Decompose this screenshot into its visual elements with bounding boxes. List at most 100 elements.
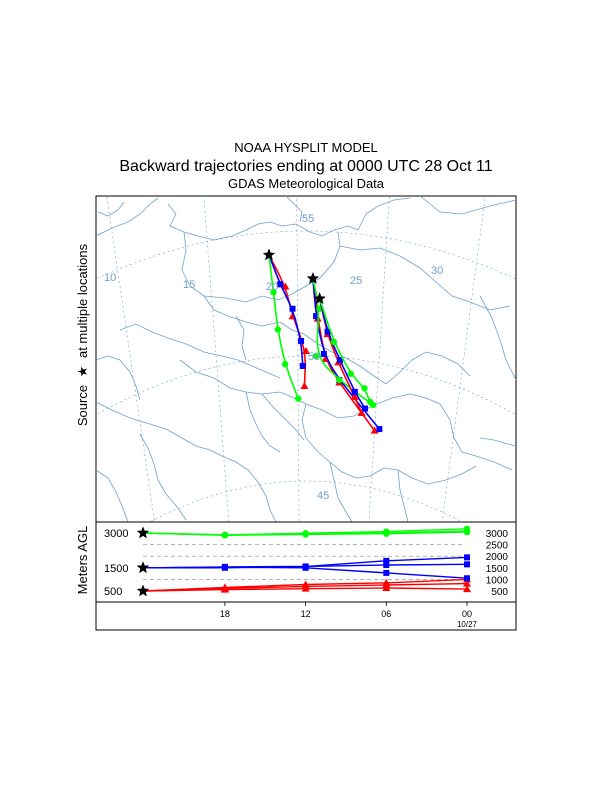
trajectory-source-1	[262, 248, 310, 402]
traj-marker-square	[362, 405, 369, 412]
traj-marker-circle	[270, 289, 277, 296]
height-right-label: 2500	[486, 541, 509, 552]
traj-marker-triangle	[382, 580, 391, 588]
meridian-line	[500, 230, 581, 630]
lon-grid-label: 25	[350, 275, 362, 287]
time-tick-label: 06	[381, 609, 391, 619]
traj-marker-square	[324, 328, 331, 335]
traj-marker-circle	[294, 395, 302, 402]
traj-marker-circle	[336, 376, 343, 384]
traj-marker-square	[313, 313, 320, 320]
traj-marker-square	[383, 562, 390, 569]
traj-marker-circle	[302, 531, 309, 538]
source-star-icon	[136, 526, 150, 539]
height-right-label: 2000	[486, 552, 509, 563]
coastline	[285, 196, 303, 223]
parallel-line	[96, 230, 516, 280]
coastline	[96, 355, 141, 401]
traj-marker-circle	[463, 528, 471, 536]
traj-marker-circle	[330, 338, 338, 346]
traj-marker-square	[351, 388, 358, 395]
map-grid	[96, 196, 581, 630]
lon-grid-label: 30	[431, 265, 443, 277]
traj-marker-square	[289, 305, 296, 312]
coastline	[221, 455, 277, 522]
source-star-icon	[136, 584, 150, 597]
trajectory-source-3	[313, 292, 374, 417]
time-tick-label: 18	[220, 609, 230, 619]
map-coastlines	[96, 196, 516, 522]
traj-marker-circle	[383, 530, 390, 537]
meridian-line	[203, 196, 230, 522]
parallel-line	[96, 355, 516, 416]
map-frame	[95, 195, 517, 523]
trajectory-source-2	[306, 271, 383, 434]
traj-marker-square	[383, 569, 390, 576]
traj-marker-square	[277, 281, 284, 288]
coastline	[357, 197, 411, 231]
coastline	[96, 197, 159, 237]
coastline	[167, 203, 359, 241]
traj-marker-circle	[312, 352, 319, 360]
traj-marker-triangle	[220, 584, 229, 592]
coastline	[96, 469, 129, 522]
coastline	[96, 401, 223, 457]
source-label: Source ★ at multiple locations	[75, 243, 90, 426]
coastline	[329, 461, 353, 522]
time-date-label: 10/27	[457, 620, 478, 629]
coastline	[203, 295, 293, 331]
traj-marker-triangle	[463, 585, 471, 593]
coastline	[385, 351, 471, 385]
model-title: NOAA HYSPLIT MODEL	[234, 140, 378, 155]
coastline	[479, 295, 516, 381]
height-right-label: 1000	[486, 575, 509, 586]
coastline	[301, 403, 371, 479]
map-panel	[95, 195, 581, 630]
source-star-icon	[136, 561, 150, 574]
traj-marker-circle	[366, 398, 374, 406]
lat-grid-label: 55	[302, 213, 314, 225]
traj-marker-square	[464, 554, 470, 561]
main-title: Backward trajectories ending at 0000 UTC…	[119, 158, 492, 175]
coastline	[439, 403, 513, 471]
traj-marker-square	[376, 426, 383, 433]
traj-marker-square	[464, 561, 470, 568]
trajectory-paths	[262, 248, 383, 434]
source-label-suffix: at multiple locations	[75, 243, 90, 358]
coastline	[261, 393, 305, 441]
lon-grid-label: 15	[183, 279, 195, 291]
meridian-line	[106, 196, 155, 522]
lon-grid-label: 20	[266, 281, 278, 293]
traj-marker-triangle	[463, 579, 471, 587]
traj-line-3000m	[268, 254, 299, 399]
height-left-label: 500	[104, 586, 122, 598]
traj-marker-triangle	[300, 382, 309, 390]
lon-grid-label: 10	[104, 272, 116, 284]
traj-marker-square	[320, 350, 327, 357]
source-star-icon	[313, 292, 326, 305]
time-tick-label: 00	[462, 609, 472, 619]
source-star-glyph: ★	[75, 366, 90, 378]
coastline	[479, 437, 516, 447]
height-left-label: 1500	[104, 563, 128, 575]
traj-marker-square	[336, 357, 343, 364]
source-star-icon	[306, 271, 320, 284]
traj-marker-square	[299, 363, 306, 370]
traj-marker-circle	[347, 370, 354, 377]
time-tick-label: 12	[301, 609, 311, 619]
traj-marker-square	[383, 557, 390, 564]
traj-marker-square	[464, 575, 470, 582]
coastline	[291, 231, 341, 295]
lat-grid-label: 45	[317, 490, 329, 502]
traj-marker-triangle	[281, 282, 290, 290]
height-right-label: 500	[491, 587, 508, 598]
traj-marker-square	[298, 338, 305, 345]
traj-marker-triangle	[357, 409, 366, 417]
svg-text:Source ★ at multip: Source ★ at multiple locations	[75, 243, 90, 426]
coastline	[139, 433, 187, 521]
coastline	[419, 196, 516, 215]
meters-agl-label: Meters AGL	[75, 526, 90, 595]
coastline	[97, 201, 125, 217]
